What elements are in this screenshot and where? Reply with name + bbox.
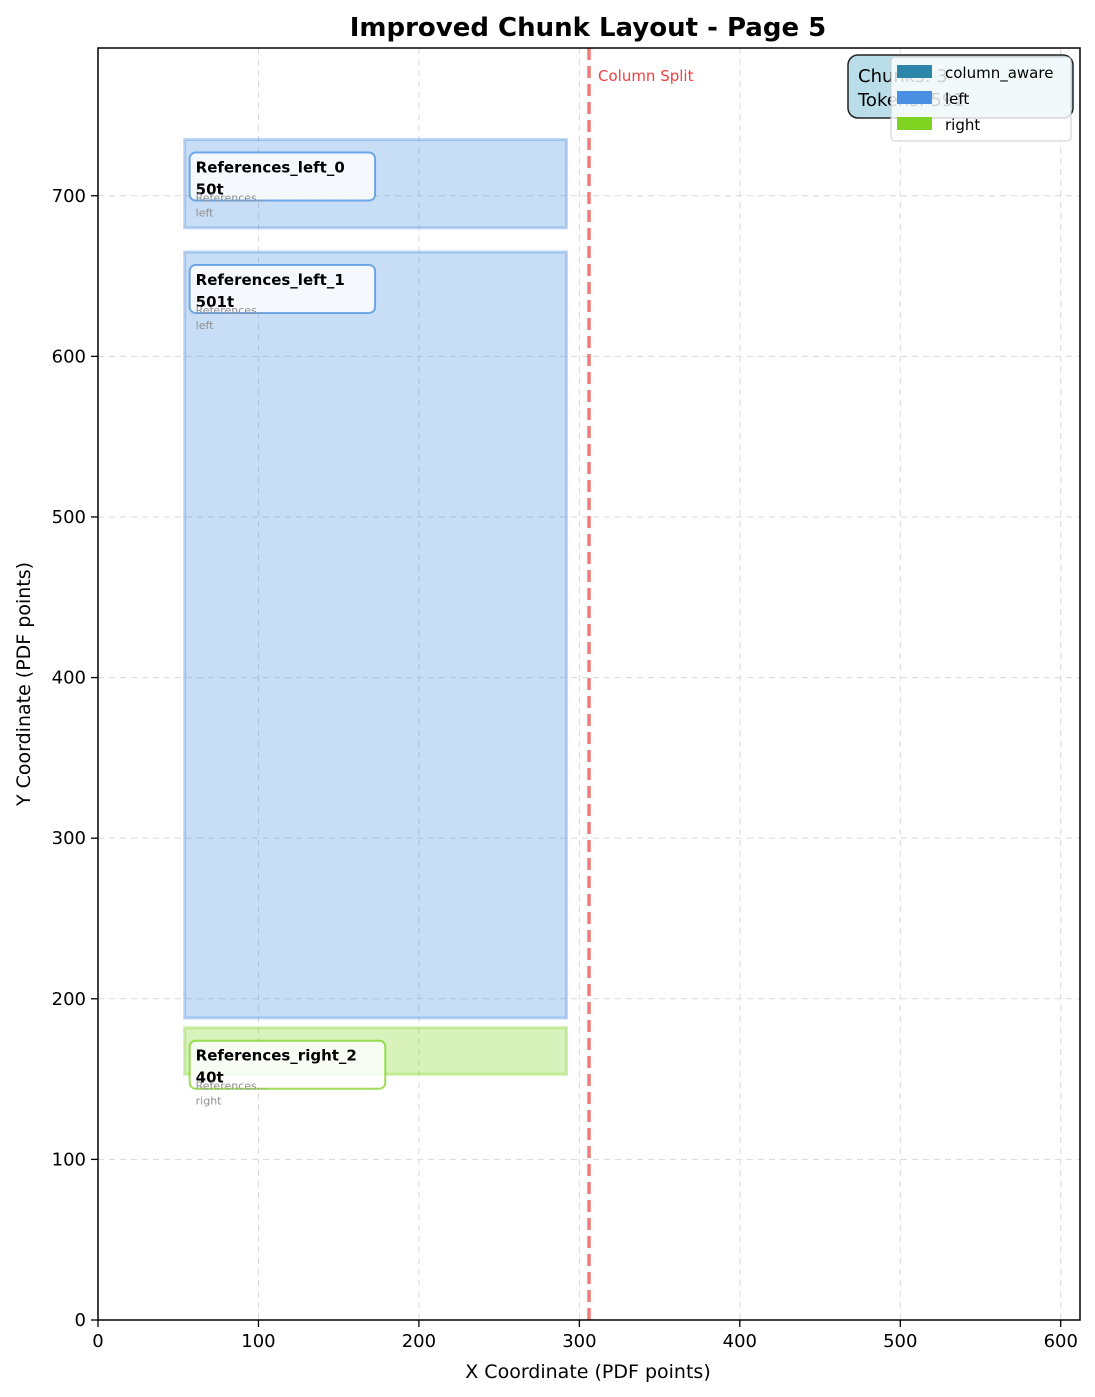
chunk-token-label: 501t bbox=[196, 293, 234, 311]
chunk-preview-label: References... bbox=[196, 1080, 268, 1093]
column-split-label: Column Split bbox=[598, 67, 694, 85]
x-tick-label: 300 bbox=[562, 1331, 596, 1352]
chunk-name-label: References_left_1 bbox=[196, 271, 345, 289]
chunk-label-box bbox=[188, 151, 377, 202]
axes: 0 100 200 300 400 500 600 0 100 200 300 400 500 600 70… bbox=[52, 47, 1081, 1352]
chunk-column-label: left bbox=[196, 207, 215, 220]
x-axis-label: X Coordinate (PDF points) bbox=[465, 1361, 711, 1383]
chart-title: Improved Chunk Layout - Page 5 bbox=[350, 13, 827, 43]
legend-frame bbox=[890, 56, 1072, 142]
legend-label: left bbox=[945, 90, 969, 108]
chunk-label-box bbox=[188, 1039, 387, 1090]
chunk-labels: References_left_050tReferences...leftRef… bbox=[188, 151, 387, 1108]
chunk-preview-label: References... bbox=[196, 192, 268, 205]
chunk-label-box bbox=[188, 263, 377, 314]
y-tick-label: 100 bbox=[52, 1149, 86, 1170]
x-tick-label: 0 bbox=[92, 1331, 103, 1352]
legend-swatch bbox=[897, 65, 932, 78]
y-tick-label: 200 bbox=[52, 989, 86, 1010]
y-tick-label: 400 bbox=[52, 668, 86, 689]
chunk-preview-label: References... bbox=[196, 304, 268, 317]
chunk-column-label: right bbox=[196, 1095, 223, 1108]
legend-swatch bbox=[897, 91, 932, 104]
chunk-token-label: 40t bbox=[196, 1069, 224, 1087]
y-tick-label: 500 bbox=[52, 507, 86, 528]
x-tick-label: 200 bbox=[402, 1331, 436, 1352]
x-tick-label: 100 bbox=[241, 1331, 275, 1352]
chunk-boxes bbox=[183, 138, 569, 1076]
plot-frame bbox=[97, 47, 1081, 1321]
y-tick-label: 300 bbox=[52, 828, 86, 849]
x-tick-label: 600 bbox=[1044, 1331, 1078, 1352]
y-tick-label: 700 bbox=[52, 186, 86, 207]
x-tick-label: 400 bbox=[723, 1331, 757, 1352]
y-axis-label: Y Coordinate (PDF points) bbox=[13, 562, 35, 807]
chunk-name-label: References_right_2 bbox=[196, 1047, 357, 1065]
column-split: Column Split bbox=[587, 48, 694, 1320]
chunk-token-label: 50t bbox=[196, 181, 224, 199]
chunk-column-label: left bbox=[196, 319, 215, 332]
x-tick-label: 500 bbox=[883, 1331, 917, 1352]
legend-label: column_aware bbox=[945, 64, 1053, 83]
chunk-name-label: References_left_0 bbox=[196, 159, 345, 177]
legend-swatch bbox=[897, 117, 932, 130]
y-tick-label: 600 bbox=[52, 346, 86, 367]
chunk-box bbox=[183, 250, 569, 1020]
y-tick-label: 0 bbox=[75, 1310, 86, 1331]
legend-label: right bbox=[945, 116, 980, 134]
